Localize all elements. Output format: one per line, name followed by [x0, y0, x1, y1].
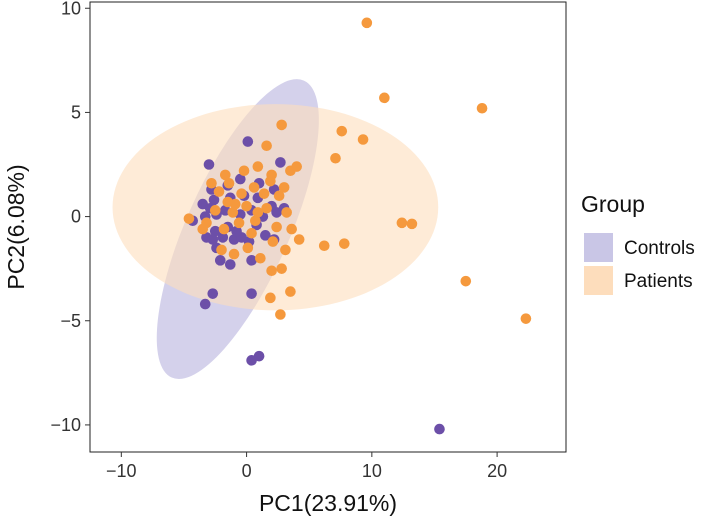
point-patients: [201, 217, 212, 229]
point-controls: [207, 234, 219, 245]
point-patients: [286, 223, 297, 235]
point-patients: [228, 248, 240, 260]
y-tick-label: 5: [71, 102, 81, 122]
point-patients: [275, 309, 286, 320]
point-patients: [520, 313, 532, 324]
point-controls: [217, 232, 229, 243]
point-patients: [261, 140, 272, 152]
point-patients: [219, 169, 231, 181]
point-controls: [246, 288, 257, 299]
point-patients: [252, 207, 264, 218]
point-patients: [223, 177, 235, 189]
point-controls: [235, 173, 246, 185]
data-points: [183, 17, 532, 435]
point-patients: [330, 152, 341, 164]
point-patients: [357, 134, 369, 145]
point-patients: [248, 182, 260, 193]
point-patients: [241, 200, 252, 212]
point-patients: [209, 205, 221, 216]
point-controls: [208, 194, 220, 206]
point-patients: [361, 17, 373, 29]
point-patients: [216, 244, 227, 256]
point-patients: [291, 161, 302, 172]
point-controls: [214, 255, 226, 266]
legend: Group Controls Patients: [581, 191, 695, 295]
point-patients: [233, 217, 245, 229]
x-tick-label: −10: [106, 461, 137, 481]
point-controls: [207, 288, 219, 299]
point-patients: [236, 188, 247, 199]
y-tick-label: −10: [50, 415, 81, 435]
point-patients: [267, 236, 279, 247]
point-controls: [199, 298, 211, 310]
legend-swatch-patients: [584, 266, 613, 295]
point-patients: [206, 177, 217, 189]
point-patients: [293, 234, 305, 245]
x-axis-title: PC1(23.91%): [259, 490, 397, 516]
y-axis-title: PC2(6.08%): [3, 164, 29, 289]
point-patients: [213, 186, 225, 197]
point-patients: [222, 196, 234, 208]
point-patients: [183, 213, 195, 224]
point-patients: [238, 165, 250, 177]
point-patients: [246, 227, 257, 239]
point-patients: [218, 223, 230, 235]
point-controls: [242, 136, 254, 147]
legend-label-controls: Controls: [624, 238, 695, 259]
point-controls: [224, 259, 236, 270]
point-patients: [276, 263, 287, 274]
y-axis: −10 −5 0 5 10: [50, 0, 90, 435]
plot-border: [89, 1, 567, 453]
point-patients: [276, 119, 287, 131]
point-patients: [242, 242, 254, 254]
point-controls: [260, 230, 271, 241]
x-tick-label: 0: [242, 461, 252, 481]
point-patients: [261, 202, 272, 214]
point-controls: [275, 157, 286, 168]
x-axis: −10 0 10 20: [106, 452, 507, 481]
legend-swatch-controls: [584, 233, 613, 262]
plot-panel: [89, 1, 567, 453]
point-patients: [406, 218, 418, 230]
point-patients: [250, 215, 261, 227]
point-patients: [476, 102, 488, 114]
point-patients: [255, 252, 266, 264]
legend-title: Group: [581, 191, 645, 217]
point-patients: [396, 217, 408, 229]
point-controls: [209, 225, 221, 237]
point-patients: [266, 265, 277, 277]
point-patients: [258, 188, 270, 199]
point-patients: [265, 175, 276, 187]
point-patients: [460, 275, 472, 287]
point-controls: [231, 225, 242, 237]
point-controls: [253, 350, 265, 362]
point-patients: [318, 240, 330, 252]
legend-label-patients: Patients: [624, 271, 693, 292]
point-patients: [280, 244, 291, 256]
point-patients: [338, 238, 350, 249]
point-controls: [434, 423, 445, 435]
point-patients: [227, 207, 239, 218]
y-tick-label: 0: [71, 207, 81, 227]
point-patients: [379, 92, 390, 104]
y-tick-label: 10: [61, 0, 81, 18]
point-patients: [278, 182, 290, 193]
point-controls: [203, 159, 215, 170]
point-controls: [246, 255, 257, 266]
point-patients: [273, 190, 285, 202]
point-patients: [336, 125, 348, 137]
point-patients: [265, 292, 276, 304]
y-tick-label: −5: [60, 311, 81, 331]
point-patients: [285, 286, 296, 297]
point-patients: [281, 207, 292, 218]
x-tick-label: 20: [487, 461, 507, 481]
x-tick-label: 10: [362, 461, 382, 481]
point-patients: [252, 161, 264, 172]
point-patients: [271, 221, 282, 233]
